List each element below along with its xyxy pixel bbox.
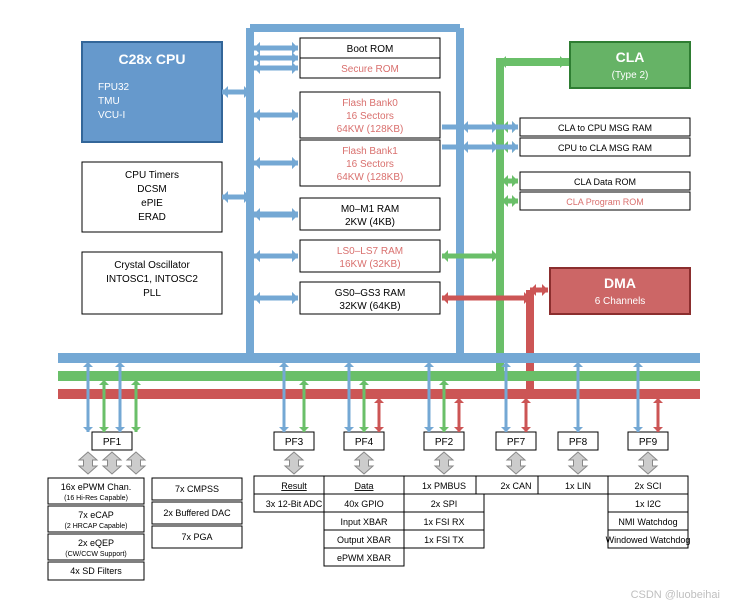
svg-text:Data: Data <box>354 481 373 491</box>
svg-text:FPU32: FPU32 <box>98 82 130 93</box>
svg-text:PF3: PF3 <box>285 437 304 448</box>
svg-text:PF8: PF8 <box>569 437 588 448</box>
svg-text:PF7: PF7 <box>507 437 526 448</box>
svg-text:NMI Watchdog: NMI Watchdog <box>618 517 677 527</box>
svg-text:7x eCAP: 7x eCAP <box>78 510 114 520</box>
svg-text:(CW/CCW Support): (CW/CCW Support) <box>65 551 126 558</box>
svg-text:Windowed Watchdog: Windowed Watchdog <box>606 535 691 545</box>
svg-text:TMU: TMU <box>98 96 120 107</box>
svg-text:CPU Timers: CPU Timers <box>125 170 179 181</box>
svg-text:2x Buffered DAC: 2x Buffered DAC <box>163 508 231 518</box>
svg-text:3x 12-Bit ADC: 3x 12-Bit ADC <box>266 499 323 509</box>
svg-text:1x PMBUS: 1x PMBUS <box>422 481 466 491</box>
svg-text:PF4: PF4 <box>355 437 374 448</box>
svg-text:64KW (128KB): 64KW (128KB) <box>337 172 404 183</box>
svg-text:40x GPIO: 40x GPIO <box>344 499 384 509</box>
svg-text:ePWM XBAR: ePWM XBAR <box>337 553 392 563</box>
svg-text:DCSM: DCSM <box>137 184 166 195</box>
watermark: CSDN @luobeihai <box>631 589 720 601</box>
svg-text:CPU to CLA MSG RAM: CPU to CLA MSG RAM <box>558 143 652 153</box>
svg-text:Result: Result <box>281 481 307 491</box>
svg-text:CLA Data ROM: CLA Data ROM <box>574 177 636 187</box>
svg-text:32KW (64KB): 32KW (64KB) <box>339 301 400 312</box>
svg-text:64KW (128KB): 64KW (128KB) <box>337 124 404 135</box>
svg-text:2x SPI: 2x SPI <box>431 499 458 509</box>
svg-text:ePIE: ePIE <box>141 198 163 209</box>
svg-text:1x FSI TX: 1x FSI TX <box>424 535 464 545</box>
svg-text:7x CMPSS: 7x CMPSS <box>175 484 219 494</box>
svg-text:PF9: PF9 <box>639 437 658 448</box>
svg-text:M0–M1 RAM: M0–M1 RAM <box>341 204 399 215</box>
svg-text:Output XBAR: Output XBAR <box>337 535 392 545</box>
svg-text:Boot ROM: Boot ROM <box>347 44 394 55</box>
svg-text:2x CAN: 2x CAN <box>500 481 531 491</box>
svg-text:7x PGA: 7x PGA <box>181 532 212 542</box>
svg-text:Flash Bank0: Flash Bank0 <box>342 98 398 109</box>
svg-text:2KW (4KB): 2KW (4KB) <box>345 217 395 228</box>
svg-text:LS0–LS7 RAM: LS0–LS7 RAM <box>337 246 403 257</box>
svg-text:(16 Hi-Res Capable): (16 Hi-Res Capable) <box>64 495 128 502</box>
svg-text:C28x CPU: C28x CPU <box>119 51 186 67</box>
svg-text:GS0–GS3 RAM: GS0–GS3 RAM <box>335 288 406 299</box>
svg-text:Crystal Oscillator: Crystal Oscillator <box>114 260 190 271</box>
svg-text:4x SD Filters: 4x SD Filters <box>70 566 122 576</box>
svg-text:6 Channels: 6 Channels <box>595 296 646 307</box>
svg-text:Input XBAR: Input XBAR <box>340 517 388 527</box>
svg-text:ERAD: ERAD <box>138 212 166 223</box>
svg-text:CLA Program ROM: CLA Program ROM <box>566 197 644 207</box>
svg-text:CLA to CPU MSG RAM: CLA to CPU MSG RAM <box>558 123 652 133</box>
svg-text:2x SCI: 2x SCI <box>634 481 661 491</box>
svg-text:16 Sectors: 16 Sectors <box>346 111 394 122</box>
svg-text:PLL: PLL <box>143 288 161 299</box>
svg-text:(2 HRCAP Capable): (2 HRCAP Capable) <box>65 523 128 530</box>
svg-text:Secure ROM: Secure ROM <box>341 64 399 75</box>
svg-text:1x I2C: 1x I2C <box>635 499 662 509</box>
svg-text:(Type 2): (Type 2) <box>612 70 649 81</box>
svg-text:DMA: DMA <box>604 275 636 291</box>
svg-text:16KW (32KB): 16KW (32KB) <box>339 259 400 270</box>
svg-text:1x FSI RX: 1x FSI RX <box>423 517 464 527</box>
svg-text:VCU-I: VCU-I <box>98 110 125 121</box>
svg-text:1x LIN: 1x LIN <box>565 481 591 491</box>
svg-text:16x ePWM Chan.: 16x ePWM Chan. <box>61 482 132 492</box>
svg-text:PF1: PF1 <box>103 437 122 448</box>
svg-text:16 Sectors: 16 Sectors <box>346 159 394 170</box>
svg-text:Flash Bank1: Flash Bank1 <box>342 146 398 157</box>
svg-text:PF2: PF2 <box>435 437 454 448</box>
svg-text:CLA: CLA <box>616 49 645 65</box>
svg-text:INTOSC1, INTOSC2: INTOSC1, INTOSC2 <box>106 274 198 285</box>
svg-text:2x eQEP: 2x eQEP <box>78 538 114 548</box>
